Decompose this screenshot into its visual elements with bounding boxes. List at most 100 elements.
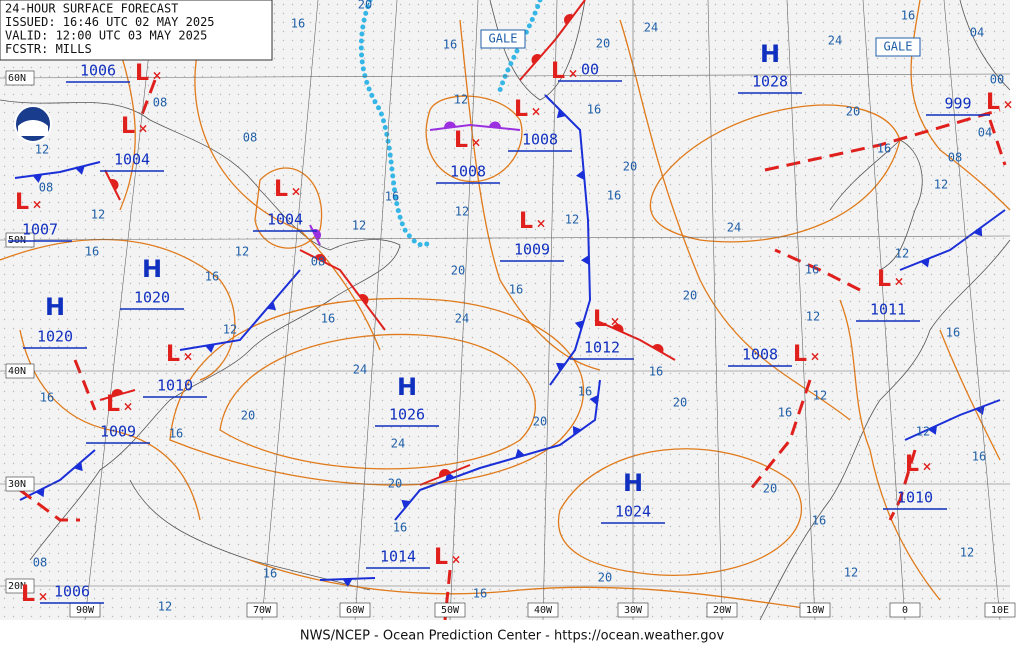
gale-box <box>875 37 921 57</box>
front-line <box>179 269 301 351</box>
low-symbol: L <box>877 267 891 292</box>
low-symbol: L <box>593 307 607 332</box>
high-symbol: H <box>623 469 643 497</box>
header-line: VALID: 12:00 UTC 03 MAY 2025 <box>5 29 207 43</box>
low-symbol: L <box>274 177 288 202</box>
low-symbol: L <box>905 452 919 477</box>
longitude-line <box>862 0 906 621</box>
isobar-label: 12 <box>806 310 820 324</box>
isobar-label: 20 <box>763 482 777 496</box>
dot-grid <box>0 0 1010 620</box>
pressure-label: 1009 <box>514 241 550 259</box>
coastline <box>959 0 1011 91</box>
front-line <box>299 249 386 331</box>
isobar-label: 04 <box>978 126 992 140</box>
front-line <box>764 108 1001 172</box>
longitude-line <box>449 0 479 621</box>
isobar-label: 20 <box>596 37 610 51</box>
isobar-label: 20 <box>533 415 547 429</box>
front-symbol <box>920 258 930 268</box>
isobar-label: 20 <box>846 105 860 119</box>
high-symbol: H <box>142 255 162 283</box>
isobar-label: 16 <box>385 190 399 204</box>
low-x-mark: × <box>536 217 546 231</box>
isobar-label: 16 <box>85 245 99 259</box>
noaa-logo <box>14 105 52 143</box>
low-x-mark: × <box>451 553 461 567</box>
longitude-line <box>786 0 816 621</box>
isobar <box>939 329 1001 461</box>
low-x-mark: × <box>894 275 904 289</box>
longitude-label: 60W <box>346 605 365 616</box>
pressure-label: 1006 <box>80 62 116 80</box>
gale-label: GALE <box>884 40 913 54</box>
pressure-label: 1010 <box>897 489 933 507</box>
pressure-label: 1012 <box>584 339 620 357</box>
low-symbol: L <box>454 128 468 153</box>
low-symbol: L <box>166 342 180 367</box>
header-box <box>0 0 273 61</box>
longitude-label-box <box>984 602 1016 618</box>
isobar-label: 08 <box>39 181 53 195</box>
low-symbol: L <box>793 342 807 367</box>
low-x-mark: × <box>610 315 620 329</box>
isobar-label: 12 <box>960 546 974 560</box>
low-x-mark: × <box>138 122 148 136</box>
isobar-label: 12 <box>813 389 827 403</box>
isobar-label: 24 <box>455 312 469 326</box>
front-symbol <box>975 405 985 415</box>
isobar <box>19 329 201 521</box>
front-symbol <box>109 179 119 191</box>
isobar-label: 16 <box>509 283 523 297</box>
isobar-label: 20 <box>358 0 372 12</box>
latitude-label-box <box>5 476 35 492</box>
isobar-label: 16 <box>972 450 986 464</box>
coastline <box>0 99 401 561</box>
front-symbol <box>205 344 215 353</box>
low-symbol: L <box>434 545 448 570</box>
coastlines <box>0 0 1011 621</box>
longitude-line <box>542 0 558 621</box>
pressure-label: 1011 <box>870 301 906 319</box>
low-symbol: L <box>551 59 565 84</box>
isobar-label: 04 <box>970 26 984 40</box>
front-symbol <box>652 344 664 353</box>
front-line <box>73 359 97 411</box>
isobar <box>425 95 523 183</box>
front-line <box>443 569 452 621</box>
front-line <box>594 319 676 361</box>
front-symbol <box>576 170 585 180</box>
isobar-label: 12 <box>158 600 172 614</box>
low-x-mark: × <box>38 590 48 604</box>
front-symbol <box>32 174 43 183</box>
front-symbol <box>73 461 83 472</box>
isobar-label: 16 <box>291 17 305 31</box>
low-x-mark: × <box>32 198 42 212</box>
front-symbol <box>312 229 321 241</box>
isobar-label: 12 <box>454 93 468 107</box>
isobar-label: 08 <box>243 131 257 145</box>
isobar-label: 16 <box>805 263 819 277</box>
isobar-label: 12 <box>895 247 909 261</box>
isobar-label: 16 <box>812 514 826 528</box>
isobar-label: 16 <box>443 38 457 52</box>
isobar-label: 12 <box>565 213 579 227</box>
isobar <box>619 19 851 421</box>
longitude-label-box <box>799 602 831 618</box>
longitude-label-box <box>527 602 559 618</box>
front-symbol <box>572 425 582 436</box>
header-line: FCSTR: MILLS <box>5 42 92 56</box>
isobar-label: 16 <box>169 427 183 441</box>
low-symbol: L <box>21 582 35 607</box>
latitude-label-box <box>5 363 35 379</box>
isobar-label: 20 <box>451 264 465 278</box>
isobar <box>0 238 236 381</box>
low-x-mark: × <box>152 69 162 83</box>
low-symbol: L <box>121 114 135 139</box>
pressure-label: 1024 <box>615 503 651 521</box>
isobar <box>459 19 601 371</box>
isobar-label: 20 <box>623 160 637 174</box>
isobar-label: 16 <box>877 142 891 156</box>
front-line <box>429 123 521 131</box>
pressure-label: 1008 <box>450 163 486 181</box>
